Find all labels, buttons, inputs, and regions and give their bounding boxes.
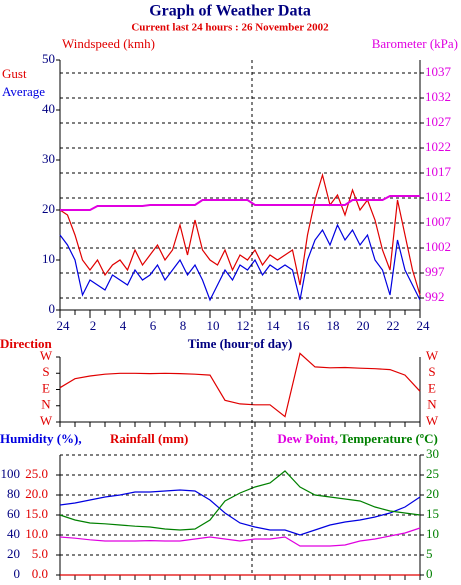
y-tick-label: 10 — [42, 251, 55, 266]
series-line — [60, 195, 420, 211]
y3-tick-label: 25.0 — [25, 466, 48, 481]
y2-tick-label: 30 — [426, 446, 439, 461]
y-tick-label: 80 — [7, 486, 20, 501]
y-tick-label: 60 — [7, 506, 20, 521]
series-line — [59, 470, 421, 531]
y2-tick-label: 0 — [426, 566, 433, 581]
y2-tick-label: 997 — [425, 264, 445, 279]
legend-entry: Rainfall (mm) — [110, 431, 188, 446]
y2-axis-label: Barometer (kPa) — [372, 36, 458, 51]
y2-tick-label: 20 — [426, 486, 439, 501]
legend-entry: Gust — [2, 66, 27, 81]
y-tick-label: 40 — [42, 101, 55, 116]
legend-entry: Humidity (%), — [0, 431, 82, 446]
x-tick-label: 8 — [180, 318, 187, 333]
y3-tick-label: 0.0 — [32, 566, 48, 581]
y-tick-label: 100 — [1, 466, 21, 481]
legend-entry: Dew Point, — [277, 431, 338, 446]
x-tick-label: 6 — [150, 318, 157, 333]
x-tick-label: 16 — [297, 318, 311, 333]
y-tick-label: 30 — [42, 151, 55, 166]
x-tick-label: 10 — [207, 318, 220, 333]
y-tick-label: 40 — [7, 526, 20, 541]
y-tick-label-right: W — [426, 348, 439, 363]
x-tick-label: 24 — [417, 318, 431, 333]
y2-tick-label: 1017 — [425, 164, 452, 179]
x-tick-label: 20 — [357, 318, 370, 333]
series-line — [59, 352, 421, 418]
y2-tick-label: 1007 — [425, 214, 452, 229]
y-tick-label-right: E — [428, 380, 436, 395]
series-line — [59, 527, 421, 547]
y2-tick-label: 15 — [426, 506, 439, 521]
legend-entry: Temperature (ºC) — [340, 431, 438, 446]
y-tick-label-right: S — [428, 364, 435, 379]
y2-tick-label: 1022 — [425, 139, 451, 154]
y-tick-label: 0 — [49, 301, 56, 316]
y-tick-label-right: W — [426, 413, 439, 428]
y2-tick-label: 10 — [426, 526, 439, 541]
chart-subtitle: Current last 24 hours : 26 November 2002 — [131, 22, 329, 34]
direction-label: Direction — [0, 336, 53, 351]
y-tick-label: 20 — [42, 201, 55, 216]
y3-tick-label: 20.0 — [25, 486, 48, 501]
y2-tick-label: 1027 — [425, 114, 452, 129]
y2-tick-label: 5 — [426, 546, 433, 561]
x-tick-label: 14 — [267, 318, 281, 333]
y-tick-label: W — [40, 348, 53, 363]
y3-tick-label: 15.0 — [25, 506, 48, 521]
y2-tick-label: 992 — [425, 289, 445, 304]
y-tick-label: N — [41, 397, 51, 412]
x-tick-label: 2 — [90, 318, 97, 333]
x-tick-label: 4 — [120, 318, 127, 333]
y3-tick-label: 10.0 — [25, 526, 48, 541]
y-axis-label: Windspeed (kmh) — [62, 36, 155, 51]
x-tick-label: 12 — [237, 318, 250, 333]
y-tick-label: 0 — [14, 566, 21, 581]
x-tick-label: 22 — [387, 318, 400, 333]
x-tick-label: 24 — [57, 318, 71, 333]
y2-tick-label: 25 — [426, 466, 439, 481]
y-tick-label: W — [40, 413, 53, 428]
y-tick-label: 50 — [42, 51, 55, 66]
y-tick-label-right: N — [427, 397, 437, 412]
legend-entry: Average — [2, 84, 45, 99]
y-tick-label: E — [42, 380, 50, 395]
y-tick-label: 20 — [7, 546, 20, 561]
y2-tick-label: 1032 — [425, 89, 451, 104]
series-line — [59, 223, 421, 302]
y3-tick-label: 5.0 — [32, 546, 48, 561]
y2-tick-label: 1037 — [425, 64, 452, 79]
series-line — [59, 172, 421, 296]
x-axis-label: Time (hour of day) — [188, 336, 293, 351]
series-line — [59, 489, 421, 536]
chart-title: Graph of Weather Data — [149, 3, 311, 20]
y2-tick-label: 1002 — [425, 239, 451, 254]
y-tick-label: S — [42, 364, 49, 379]
y2-tick-label: 1012 — [425, 189, 451, 204]
x-tick-label: 18 — [327, 318, 340, 333]
